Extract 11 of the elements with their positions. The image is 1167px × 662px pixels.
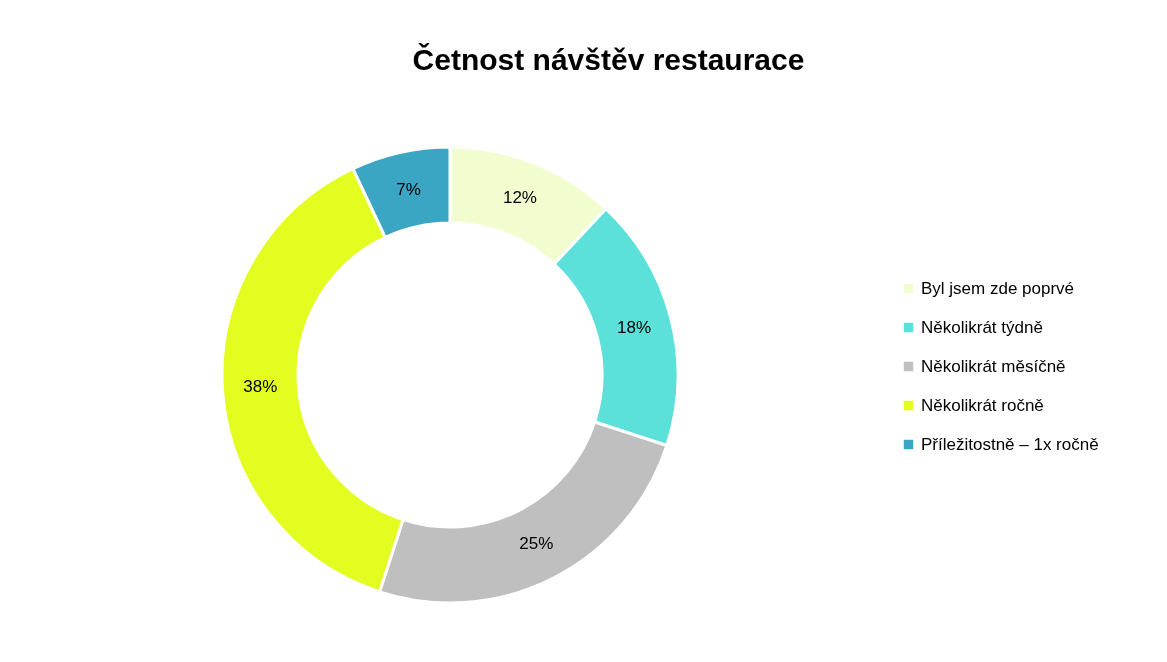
data-label: 38% (243, 376, 278, 396)
data-label: 25% (519, 534, 554, 554)
chart-title: Četnost návštěv restaurace (412, 43, 805, 76)
legend-label: Příležitostně – 1x ročně (921, 434, 1099, 454)
legend-label: Několikrát týdně (921, 317, 1043, 337)
legend-label: Byl jsem zde poprvé (921, 278, 1075, 298)
legend-label: Několikrát ročně (921, 395, 1044, 415)
legend-label: Několikrát měsíčně (921, 356, 1066, 376)
data-label: 7% (396, 179, 421, 199)
data-label: 18% (617, 317, 652, 337)
data-label: 12% (502, 188, 537, 208)
